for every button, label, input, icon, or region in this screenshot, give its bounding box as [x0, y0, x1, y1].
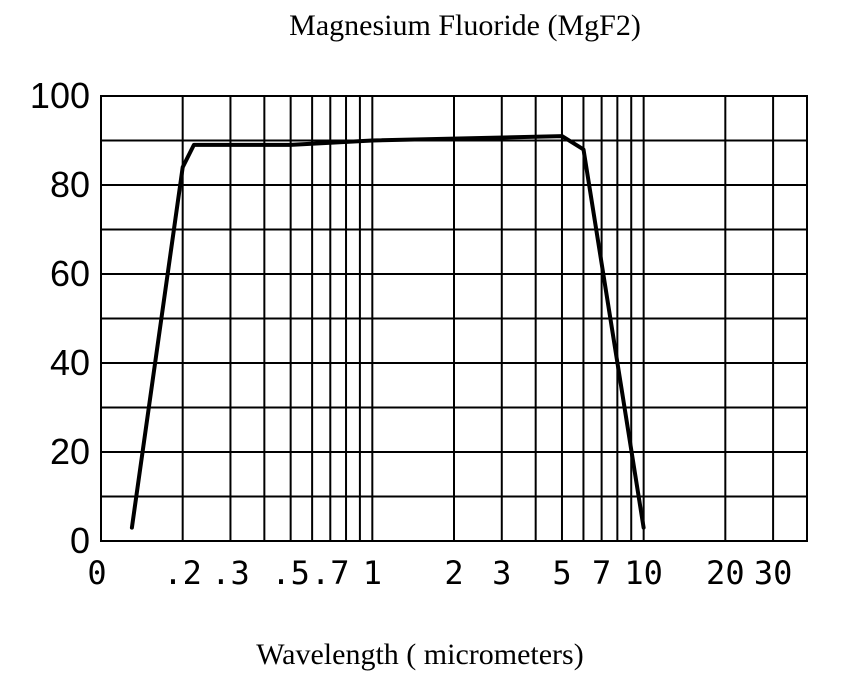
plot-frame [100, 95, 808, 542]
data-point [181, 165, 185, 169]
x-tick-label: 20 [706, 554, 745, 592]
y-tick-label: 20 [50, 431, 90, 472]
x-axis-ticks: 0 .2.3 .5.7 1 2 3 5 7 10 20 30 [87, 554, 792, 592]
y-tick-label: 60 [50, 253, 90, 294]
x-tick-label: 7 [592, 554, 611, 592]
x-tick-label: .7 [311, 554, 350, 592]
data-points [130, 134, 646, 530]
data-point [192, 143, 196, 147]
data-point [130, 526, 134, 530]
y-tick-label: 40 [50, 342, 90, 383]
x-tick-label: 2 [444, 554, 463, 592]
x-tick-label: 10 [624, 554, 663, 592]
data-point [560, 134, 564, 138]
y-axis-ticks: 0 20 40 60 80 100 [30, 75, 90, 561]
x-tick-label: 5 [552, 554, 571, 592]
x-tick-label: .3 [211, 554, 250, 592]
y-tick-label: 0 [70, 520, 90, 561]
chart-grid [101, 96, 807, 541]
x-tick-label: 0 [87, 554, 106, 592]
y-tick-label: 80 [50, 164, 90, 205]
data-point [581, 147, 585, 151]
data-point [642, 526, 646, 530]
x-tick-label: 30 [754, 554, 793, 592]
x-tick-label: .2 [163, 554, 202, 592]
data-point [370, 139, 374, 142]
transmission-line [129, 134, 646, 530]
x-tick-label: 1 [363, 554, 382, 592]
data-point [289, 143, 293, 147]
chart-title: Magnesium Fluoride (MgF2) [289, 9, 641, 42]
x-axis-label: Wavelength ( micrometers) [256, 638, 583, 671]
x-tick-label: .5 [271, 554, 310, 592]
y-tick-label: 100 [30, 75, 90, 116]
x-tick-label: 3 [492, 554, 511, 592]
